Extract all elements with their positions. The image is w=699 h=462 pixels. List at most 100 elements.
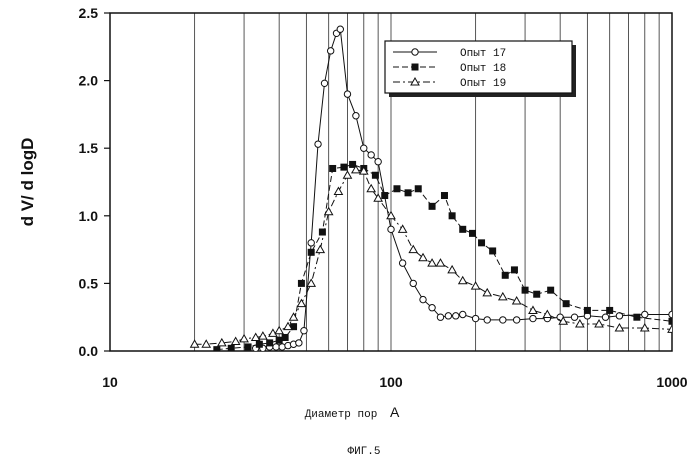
data-point	[333, 186, 344, 195]
x-tick-label: 100	[379, 374, 403, 390]
x-tick-label: 1000	[656, 374, 687, 390]
data-point	[478, 239, 486, 247]
data-point	[297, 279, 305, 287]
data-point	[360, 144, 368, 152]
data-point	[408, 244, 419, 254]
data-point	[414, 185, 422, 193]
y-tick-label: 1.5	[79, 140, 99, 156]
x-axis-label-text: Диаметр пор	[305, 409, 378, 421]
data-point	[314, 140, 322, 148]
data-point	[342, 170, 353, 179]
data-point	[371, 171, 379, 179]
data-point	[448, 212, 456, 220]
x-tick-label: 10	[102, 374, 118, 390]
data-point	[468, 229, 476, 237]
data-point	[275, 336, 283, 344]
data-point	[230, 336, 241, 346]
data-point	[471, 314, 480, 323]
data-point	[583, 306, 591, 314]
data-point	[574, 318, 585, 328]
legend-items: Опыт 17 Опыт 18 Опыт 19	[393, 48, 506, 90]
data-point	[326, 47, 335, 55]
data-point	[601, 313, 610, 321]
data-point	[470, 281, 481, 290]
data-point	[281, 333, 289, 341]
data-point	[300, 327, 308, 335]
data-point	[435, 258, 446, 267]
data-point	[639, 323, 650, 332]
data-point	[633, 313, 641, 321]
data-point	[315, 244, 326, 254]
y-tick-label: 2.5	[79, 5, 99, 21]
data-point	[528, 305, 538, 314]
x-axis-label: Диаметр пор A	[305, 404, 400, 421]
data-point	[381, 192, 389, 200]
data-point	[274, 325, 285, 335]
data-point	[343, 90, 352, 98]
data-point	[340, 163, 348, 171]
data-point	[393, 185, 401, 193]
data-point	[521, 286, 529, 294]
data-point	[307, 248, 315, 256]
data-series	[189, 25, 672, 351]
data-point	[427, 258, 437, 267]
data-point	[606, 306, 614, 314]
data-point	[418, 252, 428, 262]
data-point	[227, 344, 235, 351]
data-point	[213, 346, 221, 351]
x-axis-label-unit: A	[390, 404, 400, 420]
data-point	[562, 300, 570, 308]
figure-caption: ФИГ.5	[347, 446, 380, 458]
data-point	[296, 298, 307, 308]
data-point	[482, 287, 493, 297]
data-point	[419, 295, 427, 304]
y-axis-ticks: 0.0 0.5 1.0 1.5 2.0 2.5	[79, 5, 110, 359]
data-point	[349, 160, 357, 168]
x-axis-ticks: 10 100 1000	[102, 374, 688, 390]
legend-marker	[410, 76, 420, 86]
legend-label: Опыт 18	[460, 63, 506, 75]
legend: Опыт 17 Опыт 18 Опыт 19	[384, 40, 576, 97]
series-line	[194, 169, 672, 345]
data-point	[641, 310, 649, 319]
series-3	[189, 164, 672, 348]
data-point	[529, 314, 537, 323]
data-point	[547, 286, 555, 294]
data-point	[409, 279, 417, 288]
data-point	[352, 112, 360, 120]
data-point	[459, 225, 467, 233]
data-point	[366, 183, 377, 193]
y-tick-label: 1.0	[79, 208, 99, 224]
data-point	[358, 166, 369, 175]
data-point	[250, 332, 261, 341]
data-point	[329, 164, 337, 172]
data-point	[216, 337, 227, 347]
data-point	[501, 271, 509, 279]
y-tick-label: 0.0	[79, 343, 99, 359]
data-point	[667, 324, 672, 333]
data-point	[266, 339, 274, 347]
series-2	[213, 160, 672, 351]
data-point	[542, 309, 553, 318]
data-point	[283, 321, 293, 331]
legend-marker	[411, 48, 419, 56]
data-point	[558, 316, 569, 325]
data-point	[594, 318, 604, 328]
data-point	[489, 247, 497, 255]
data-point	[428, 202, 436, 210]
data-point	[614, 323, 625, 332]
data-point	[483, 316, 491, 324]
data-point	[367, 151, 375, 159]
data-point	[258, 331, 268, 340]
data-point	[290, 323, 298, 331]
data-point	[374, 158, 382, 166]
legend-marker	[411, 63, 419, 71]
data-point	[668, 310, 672, 319]
data-point	[239, 333, 249, 343]
data-point	[499, 316, 507, 324]
data-point	[444, 312, 453, 320]
legend-item: Опыт 17	[393, 48, 506, 60]
data-point	[457, 275, 468, 285]
data-point	[511, 295, 522, 305]
